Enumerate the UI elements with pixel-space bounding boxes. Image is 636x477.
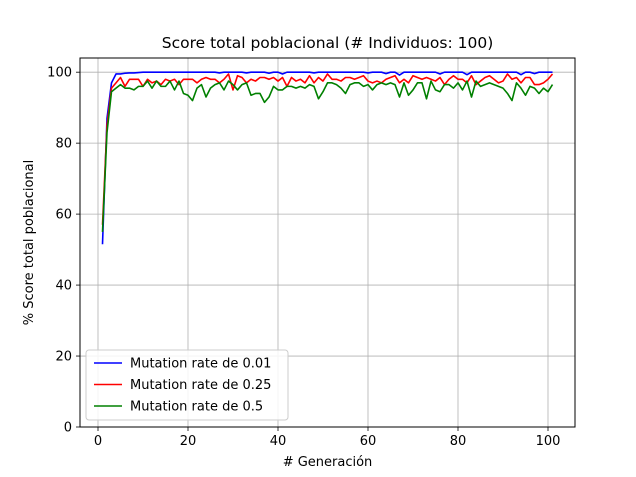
- x-tick-label: 20: [180, 434, 197, 449]
- x-tick-label: 80: [450, 434, 467, 449]
- y-tick-label: 100: [47, 66, 72, 81]
- plot-frame: [79, 57, 576, 428]
- axes: 0 20 40 60 80 100 0 20 40 60 80 100: [47, 66, 560, 449]
- series-layer: [101, 71, 554, 245]
- legend-label-3: Mutation rate de 0.5: [130, 400, 263, 415]
- x-tick-label: 0: [94, 434, 102, 449]
- series-line-1: [101, 71, 553, 245]
- legend: Mutation rate de 0.01 Mutation rate de 0.…: [85, 349, 289, 421]
- chart-title: Score total poblacional (# Individuos: 1…: [162, 34, 494, 52]
- y-tick-label: 40: [55, 279, 72, 294]
- series-line-3: [101, 80, 554, 232]
- y-tick-label: 20: [55, 350, 72, 365]
- x-tick-label: 60: [360, 434, 377, 449]
- y-axis-label: % Score total poblacional: [22, 160, 37, 325]
- y-tick-label: 80: [55, 137, 72, 152]
- legend-box: [85, 349, 289, 421]
- x-axis-label: # Generación: [283, 455, 373, 470]
- y-tick-label: 60: [55, 208, 72, 223]
- legend-label-1: Mutation rate de 0.01: [130, 357, 271, 372]
- legend-label-2: Mutation rate de 0.25: [130, 378, 271, 393]
- x-tick-label: 40: [270, 434, 287, 449]
- y-tick-label: 0: [64, 421, 72, 436]
- x-tick-label: 100: [536, 434, 561, 449]
